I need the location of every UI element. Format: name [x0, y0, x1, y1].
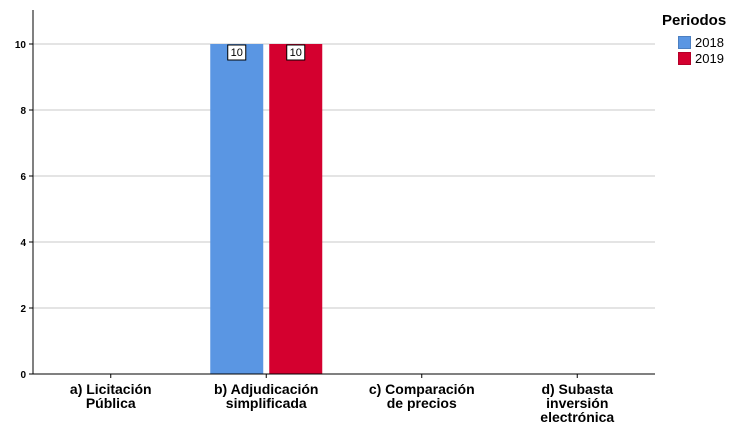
x-tick-label-1: b) Adjudicación simplificada — [214, 381, 318, 411]
legend: Periodos 2018 2019 — [662, 12, 726, 66]
x-tick-label-0: a) Licitación Pública — [70, 381, 152, 411]
legend-item-2019: 2019 — [678, 50, 726, 66]
axes — [32, 10, 655, 375]
x-tick-label-2: c) Comparación de precios — [369, 381, 475, 411]
legend-label-2019: 2019 — [695, 50, 724, 66]
y-axis-ticks: 0 2 4 6 8 10 — [15, 40, 33, 381]
bar-2018-cat1 — [210, 44, 264, 374]
y-tick-label-10: 10 — [15, 40, 27, 51]
y-tick-label-6: 6 — [20, 172, 26, 183]
y-tick-label-2: 2 — [20, 304, 26, 315]
y-tick-label-0: 0 — [20, 370, 26, 381]
y-tick-label-8: 8 — [20, 106, 26, 117]
x-axis-ticks: a) Licitación Pública b) Adjudicación simpl… — [70, 374, 614, 425]
legend-swatch-2019 — [678, 51, 691, 65]
data-labels: 10 10 — [227, 44, 306, 61]
legend-swatch-2018 — [678, 35, 691, 49]
y-tick-label-4: 4 — [20, 238, 26, 249]
legend-item-2018: 2018 — [678, 34, 726, 50]
x-tick-label-3: d) Subasta inversión electrónica — [540, 381, 614, 425]
gridlines — [33, 43, 655, 309]
data-label-2018: 10 — [231, 47, 243, 59]
legend-title: Periodos — [662, 12, 727, 29]
data-label-box-2019 — [286, 44, 306, 61]
bar-2019-cat1 — [269, 44, 323, 374]
data-label-2019: 10 — [290, 47, 302, 59]
data-label-box-2018 — [227, 44, 247, 61]
legend-label-2018: 2018 — [695, 34, 724, 50]
bars — [210, 44, 323, 374]
